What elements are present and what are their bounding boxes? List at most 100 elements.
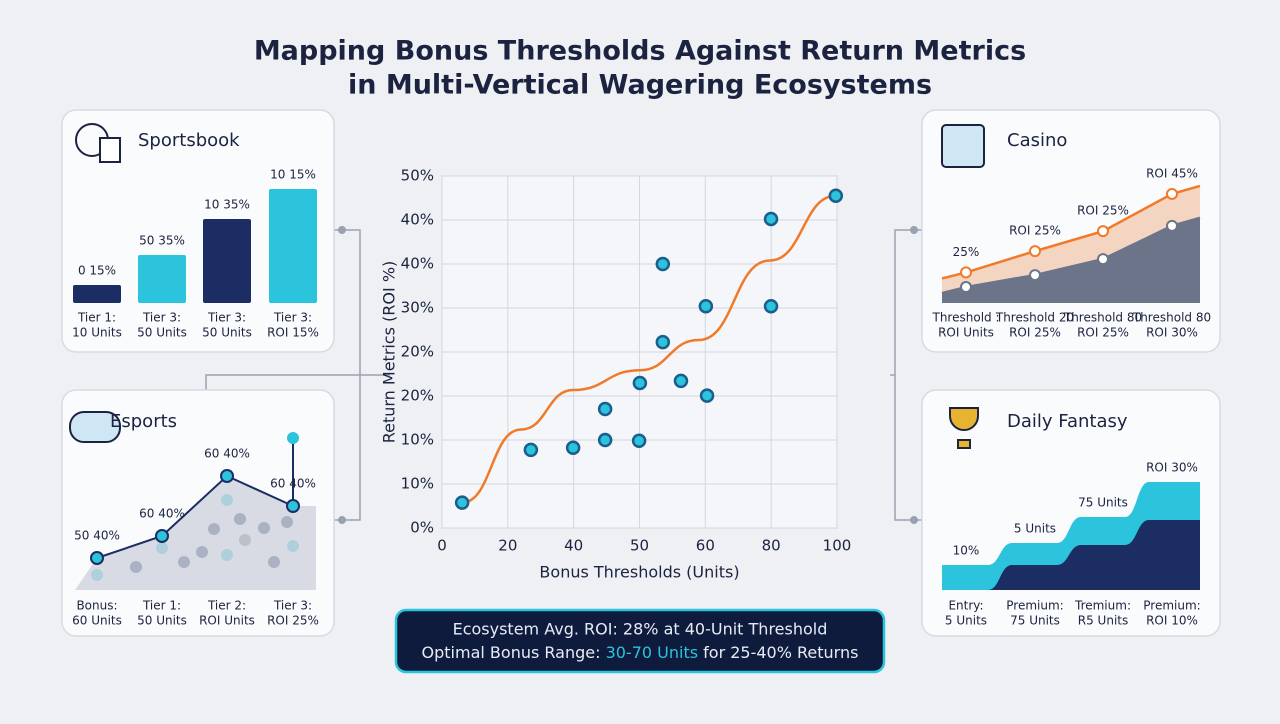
point <box>597 401 613 417</box>
point <box>1029 245 1041 258</box>
y-tick-label: 40% <box>401 255 434 273</box>
area <box>942 217 1200 303</box>
y-tick-label: 10% <box>401 431 434 449</box>
y-tick-label: 20% <box>401 387 434 405</box>
x-tick-label: 20 <box>498 537 517 555</box>
x-tick-label: Premium: <box>1006 599 1063 613</box>
connector <box>890 229 922 521</box>
connector-dot <box>338 516 346 524</box>
value-label: ROI 25% <box>1077 204 1129 218</box>
summary-highlight: 30-70 Units <box>606 643 698 662</box>
x-tick-label: Tier 1: <box>77 311 116 325</box>
point <box>763 298 779 314</box>
point <box>523 442 539 458</box>
x-tick-label: ROI 25% <box>1077 326 1129 340</box>
value-label: 10% <box>953 544 980 558</box>
connector-dot <box>910 516 918 524</box>
point <box>1097 225 1109 238</box>
y-tick-label: 50% <box>401 167 434 185</box>
title: in Multi-Vertical Wagering Ecosystems <box>348 70 932 101</box>
x-tick-label: R5 Units <box>1078 614 1128 628</box>
x-tick-label: Premium: <box>1143 599 1200 613</box>
summary-box <box>394 608 886 674</box>
point <box>1166 219 1178 232</box>
x-tick-label: 75 Units <box>1010 614 1060 628</box>
x-tick-label: Tier 3: <box>273 599 312 613</box>
step-area <box>942 520 1200 590</box>
x-tick-label: 60 <box>696 537 715 555</box>
icon <box>949 407 979 449</box>
point <box>155 529 169 543</box>
y-axis-label: Return Metrics (ROI %) <box>380 261 399 444</box>
value-label: 60 40% <box>270 477 316 491</box>
summary-line: Optimal Bonus Range: 30-70 Units for 25-… <box>422 643 859 662</box>
line <box>96 474 294 559</box>
point <box>699 388 715 403</box>
point <box>655 256 671 272</box>
bar <box>203 219 251 303</box>
point <box>828 188 844 203</box>
summary-text: Optimal Bonus Range: <box>422 643 606 662</box>
point <box>631 433 647 448</box>
point <box>632 375 648 391</box>
point <box>673 373 689 389</box>
x-tick-label: Threshold : <box>932 311 1000 325</box>
bar <box>269 189 317 303</box>
x-tick-label: ROI 25% <box>267 614 319 628</box>
value-label: 25% <box>953 245 980 259</box>
x-tick-label: 40 <box>564 537 583 555</box>
point <box>1029 269 1041 282</box>
connector-dot <box>910 226 918 234</box>
trend-line <box>461 194 836 504</box>
point <box>565 440 581 455</box>
card-title: Daily Fantasy <box>1007 411 1128 432</box>
y-tick-label: 40% <box>401 211 434 229</box>
x-tick-label: 50 Units <box>202 326 252 340</box>
value-label: ROI 25% <box>1009 224 1061 238</box>
x-tick-label: Entry: <box>948 599 983 613</box>
x-tick-label: 10 Units <box>72 326 122 340</box>
x-tick-label: 50 Units <box>137 614 187 628</box>
value-label: ROI 30% <box>1146 461 1198 475</box>
point <box>960 266 972 279</box>
value-label: 60 40% <box>139 507 185 521</box>
x-tick-label: 0 <box>437 537 447 555</box>
x-tick-label: 80 <box>762 537 781 555</box>
value-label: 60 40% <box>204 447 250 461</box>
point <box>286 499 300 513</box>
point <box>655 334 671 350</box>
connector-dot <box>338 226 346 234</box>
x-tick-label: Tier 3: <box>142 311 181 325</box>
icon <box>69 411 121 443</box>
summary-text: for 25-40% Returns <box>698 643 858 662</box>
y-tick-label: 0% <box>410 519 434 537</box>
point <box>698 298 714 314</box>
x-tick-label: Tier 3: <box>207 311 246 325</box>
card-title: Casino <box>1007 130 1067 151</box>
value-label: 50 40% <box>74 529 120 543</box>
x-tick-label: ROI 25% <box>1009 326 1061 340</box>
title: Mapping Bonus Thresholds Against Return … <box>254 36 1026 67</box>
x-tick-label: ROI Units <box>938 326 994 340</box>
bar <box>138 255 186 303</box>
x-tick-label: 50 Units <box>137 326 187 340</box>
point <box>763 211 779 227</box>
value-label: 10 35% <box>204 198 250 212</box>
value-label: 5 Units <box>1014 522 1056 536</box>
card-title: Esports <box>110 411 177 432</box>
value-label: 50 35% <box>139 234 185 248</box>
point <box>454 495 470 510</box>
y-tick-label: 30% <box>401 299 434 317</box>
point <box>1097 253 1109 266</box>
value-label: 0 15% <box>78 264 116 278</box>
x-tick-label: Tier 2: <box>207 599 246 613</box>
x-tick-label: 100 <box>823 537 852 555</box>
point <box>1166 187 1178 200</box>
x-tick-label: 50 <box>630 537 649 555</box>
x-tick-label: Threshold 80 <box>1132 311 1211 325</box>
x-tick-label: ROI 15% <box>267 326 319 340</box>
card-title: Sportsbook <box>138 130 240 151</box>
point <box>597 432 613 448</box>
x-tick-label: 60 Units <box>72 614 122 628</box>
value-label: 10 15% <box>270 168 316 182</box>
